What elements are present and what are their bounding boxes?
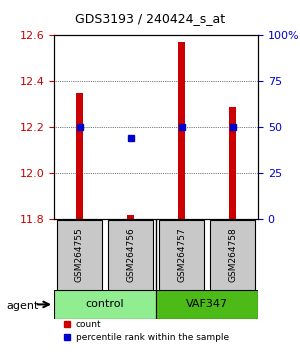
Legend: count, percentile rank within the sample: count, percentile rank within the sample <box>58 316 233 346</box>
Text: agent: agent <box>6 301 38 311</box>
Text: VAF347: VAF347 <box>186 299 228 309</box>
Text: GSM264758: GSM264758 <box>228 228 237 282</box>
FancyBboxPatch shape <box>57 220 103 290</box>
Text: GDS3193 / 240424_s_at: GDS3193 / 240424_s_at <box>75 12 225 25</box>
FancyBboxPatch shape <box>108 220 154 290</box>
Bar <box>128 215 134 219</box>
Text: GSM264757: GSM264757 <box>177 228 186 282</box>
Bar <box>76 93 82 219</box>
Bar <box>230 107 236 219</box>
FancyBboxPatch shape <box>156 290 258 319</box>
Bar <box>178 42 184 219</box>
Text: GSM264756: GSM264756 <box>126 228 135 282</box>
Text: control: control <box>86 299 124 309</box>
FancyBboxPatch shape <box>159 220 205 290</box>
Text: GSM264755: GSM264755 <box>75 228 84 282</box>
FancyBboxPatch shape <box>210 220 256 290</box>
FancyBboxPatch shape <box>54 290 156 319</box>
